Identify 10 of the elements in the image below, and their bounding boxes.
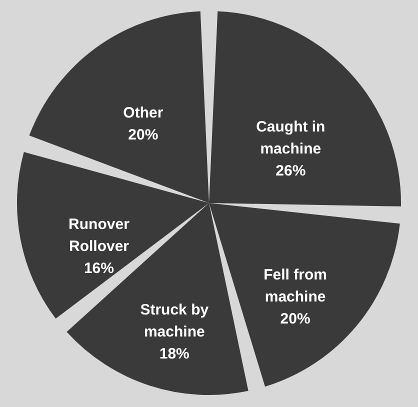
data-label: 20% <box>280 310 310 328</box>
slice-label: Caught in machine <box>256 118 326 158</box>
data-label: 18% <box>159 346 190 363</box>
slice-label: Struck by machine <box>140 302 210 341</box>
data-label: 26% <box>276 162 306 180</box>
slice-label: Other <box>123 104 164 122</box>
data-label: 16% <box>84 260 114 277</box>
data-label: 20% <box>128 126 158 144</box>
slice-label: Runover Rollover <box>68 216 130 255</box>
slice-label: Fell from machine <box>264 266 327 306</box>
